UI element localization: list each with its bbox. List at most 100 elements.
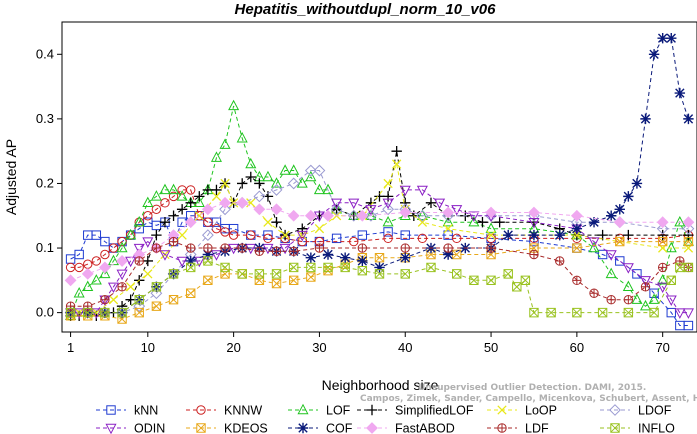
data-point-inflo <box>306 262 316 273</box>
data-point-ldf <box>254 246 265 256</box>
data-point-lof <box>99 267 111 279</box>
legend-swatch-marker <box>366 422 378 434</box>
data-point-odin <box>331 198 343 210</box>
data-point-knn <box>443 230 453 240</box>
data-point-lof <box>193 196 205 208</box>
data-point-simplifiedlof <box>425 197 437 209</box>
data-point-lof <box>468 215 480 227</box>
data-point-ldf <box>203 243 213 253</box>
data-point-cof <box>305 252 317 263</box>
data-point-odin <box>107 282 120 294</box>
legend-swatch-marker <box>297 403 309 415</box>
data-point-knnw <box>194 211 204 221</box>
data-point-inflo <box>666 275 676 286</box>
data-point-loop <box>211 191 222 202</box>
series-line-knnw <box>70 189 689 268</box>
data-point-ldof <box>201 229 214 242</box>
data-point-ldf <box>572 275 582 286</box>
data-point-kdeos <box>306 272 316 282</box>
data-point-odin <box>133 243 145 255</box>
data-point-ldf <box>606 295 616 305</box>
data-point-inflo <box>220 262 230 273</box>
data-point-knn <box>357 230 368 240</box>
data-point-cof <box>631 178 643 189</box>
data-point-simplifiedlof <box>683 229 694 241</box>
legend-swatch-marker <box>610 423 620 433</box>
data-point-ldof <box>270 184 283 196</box>
data-point-lof <box>588 241 600 253</box>
data-point-odin <box>622 263 634 274</box>
x-tick-label: 30 <box>312 340 326 355</box>
legend-item-cof: COF <box>288 422 353 434</box>
data-point-odin <box>348 198 360 210</box>
x-tick-label: 60 <box>570 340 584 355</box>
legend-label: LoOP <box>525 404 557 418</box>
data-point-fastabod <box>81 267 94 280</box>
data-point-lof <box>605 267 617 279</box>
data-point-odin <box>313 211 325 223</box>
data-point-ldf <box>186 243 196 253</box>
data-point-inflo <box>100 307 110 318</box>
data-point-kdeos <box>168 295 179 305</box>
data-point-inflo <box>83 307 93 318</box>
data-point-ldf <box>314 243 325 253</box>
y-tick-label: 0.3 <box>36 111 54 126</box>
data-point-lof <box>674 215 686 227</box>
data-point-lof <box>657 274 669 285</box>
data-point-inflo <box>452 269 462 279</box>
data-point-kdeos <box>683 236 694 247</box>
data-point-lof <box>245 157 257 169</box>
data-point-loop <box>177 230 187 240</box>
data-point-lof <box>622 280 634 291</box>
data-point-fastabod <box>656 216 669 229</box>
legend-item-knn: kNN <box>96 404 158 418</box>
data-point-knn <box>74 249 84 260</box>
data-point-loop <box>443 224 453 234</box>
data-point-inflo <box>529 307 539 318</box>
x-axis-label: Neighborhood size <box>322 377 439 393</box>
legend-label: FastABOD <box>395 422 455 434</box>
data-point-fastabod <box>528 206 540 219</box>
data-point-knn <box>615 256 625 266</box>
data-point-cof <box>640 113 651 125</box>
data-point-ldof <box>219 203 231 216</box>
data-point-lof <box>648 293 660 304</box>
data-point-lof <box>168 183 180 195</box>
data-point-knnw <box>452 233 462 244</box>
data-point-ldf <box>134 256 144 266</box>
data-point-lof <box>639 299 652 311</box>
data-point-knnw <box>263 233 273 244</box>
data-point-loop <box>486 230 496 240</box>
legend-item-knnw: KNNW <box>186 404 262 418</box>
data-point-knn <box>649 288 659 298</box>
data-point-cof <box>674 87 686 99</box>
data-point-kdeos <box>254 275 265 286</box>
data-point-odin <box>73 308 85 319</box>
data-point-lof <box>485 222 497 233</box>
data-point-inflo <box>486 275 496 286</box>
data-point-inflo <box>323 262 333 273</box>
y-tick-label: 0.4 <box>36 46 54 61</box>
series-layer <box>64 32 695 331</box>
series-fastabod <box>64 196 695 287</box>
data-point-ldof <box>133 300 146 313</box>
legend-swatch-marker <box>106 405 116 415</box>
series-line-ldof <box>70 170 689 314</box>
data-point-inflo <box>288 262 299 273</box>
series-odin <box>65 185 694 319</box>
data-point-simplifiedlof <box>271 217 282 228</box>
data-point-lof <box>210 151 222 162</box>
data-point-simplifiedlof <box>159 217 171 228</box>
legend-item-simplifiedlof: SimplifiedLOF <box>357 404 474 418</box>
data-point-inflo <box>374 269 385 279</box>
data-point-kdeos <box>271 278 282 289</box>
data-point-kdeos <box>134 307 144 318</box>
data-point-inflo <box>400 269 410 279</box>
legend-label: ODIN <box>134 422 165 434</box>
y-tick-label: 0.2 <box>36 175 54 190</box>
data-point-knnw <box>417 233 428 244</box>
data-point-lof <box>322 183 334 195</box>
data-point-cof <box>202 249 214 260</box>
data-point-fastabod <box>485 206 497 219</box>
